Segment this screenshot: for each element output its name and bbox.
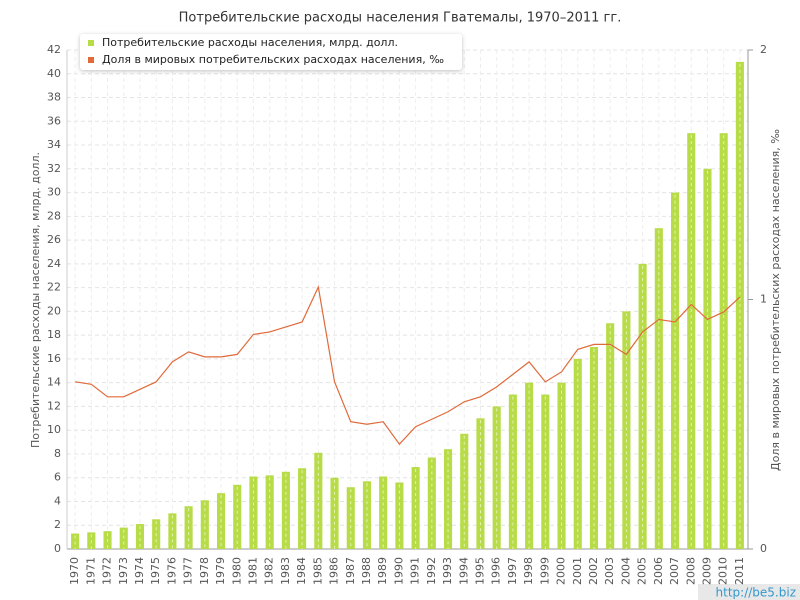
x-tick-label: 1985 [311, 557, 324, 585]
y-tick-label: 18 [47, 328, 61, 341]
y-tick-label: 22 [47, 281, 61, 294]
y-tick-label: 8 [54, 447, 61, 460]
x-tick-label: 2005 [636, 557, 649, 585]
bar [525, 382, 534, 549]
y-tick-label: 0 [54, 542, 61, 555]
bar [71, 533, 80, 549]
y-tick-label: 12 [47, 399, 61, 412]
bar [346, 487, 355, 549]
x-tick-label: 1970 [68, 557, 81, 585]
legend-swatch [88, 57, 94, 63]
y2-axis-label: Доля в мировых потребительских расходах … [769, 129, 782, 471]
x-tick-label: 1997 [506, 557, 519, 585]
y-tick-label: 36 [47, 114, 61, 127]
x-tick-label: 1982 [263, 557, 276, 585]
x-tick-label: 1987 [344, 557, 357, 585]
x-tick-label: 1979 [214, 557, 227, 585]
y-tick-label: 40 [47, 67, 61, 80]
bar [476, 418, 485, 549]
x-tick-label: 2010 [717, 557, 730, 585]
bar [200, 500, 209, 549]
x-tick-label: 1972 [101, 557, 114, 585]
x-tick-label: 2007 [668, 557, 681, 585]
y-tick-label: 4 [54, 494, 61, 507]
x-tick-label: 2009 [700, 557, 713, 585]
x-tick-label: 1996 [490, 557, 503, 585]
x-tick-label: 1986 [328, 557, 341, 585]
y-tick-label: 38 [47, 91, 61, 104]
x-tick-label: 1971 [84, 557, 97, 585]
bar [379, 476, 388, 549]
y-tick-label: 16 [47, 352, 61, 365]
x-tick-label: 1974 [133, 557, 146, 585]
x-tick-label: 1992 [425, 557, 438, 585]
bar [168, 513, 177, 549]
x-tick-label: 1993 [441, 557, 454, 585]
x-tick-label: 1998 [522, 557, 535, 585]
y-axis-label: Потребительские расходы населения, млрд.… [29, 152, 42, 448]
x-tick-label: 1994 [457, 557, 470, 585]
legend-label: Потребительские расходы населения, млрд.… [102, 36, 398, 49]
watermark-bg [698, 584, 800, 600]
bar [557, 382, 566, 549]
x-tick-label: 2011 [733, 557, 746, 585]
y2-tick-label: 2 [760, 43, 767, 56]
x-tick-label: 1984 [295, 557, 308, 585]
y-tick-label: 6 [54, 471, 61, 484]
x-tick-label: 1978 [198, 557, 211, 585]
bar [541, 394, 550, 549]
bar [573, 358, 582, 549]
x-tick-label: 1981 [246, 557, 259, 585]
x-tick-label: 1999 [538, 557, 551, 585]
y-tick-label: 32 [47, 162, 61, 175]
x-tick-label: 2000 [555, 557, 568, 585]
y2-tick-label: 0 [760, 542, 767, 555]
y-tick-label: 30 [47, 186, 61, 199]
x-tick-label: 1975 [149, 557, 162, 585]
line [75, 285, 741, 446]
x-tick-label: 1973 [117, 557, 130, 585]
x-tick-label: 1977 [182, 557, 195, 585]
bar [443, 449, 453, 549]
x-tick-label: 2004 [619, 557, 632, 585]
y-tick-label: 10 [47, 423, 61, 436]
x-tick-label: 2001 [571, 557, 584, 585]
bar [314, 452, 323, 549]
y-tick-label: 42 [47, 43, 61, 56]
y-tick-label: 2 [54, 518, 61, 531]
y-tick-label: 20 [47, 304, 61, 317]
bar [135, 524, 145, 549]
y-tick-label: 26 [47, 233, 61, 246]
x-tick-label: 2003 [603, 557, 616, 585]
x-tick-label: 1995 [473, 557, 486, 585]
legend-label: Доля в мировых потребительских расходах … [102, 53, 444, 66]
bar [330, 477, 339, 549]
x-tick-label: 2006 [652, 557, 665, 585]
x-tick-label: 2008 [684, 557, 697, 585]
x-tick-label: 1976 [165, 557, 178, 585]
plot-area [67, 50, 748, 549]
bar [249, 476, 258, 549]
y-tick-label: 14 [47, 376, 61, 389]
x-tick-label: 1990 [392, 557, 405, 585]
watermark: http://be5.biz [716, 586, 796, 600]
y2-tick-label: 1 [760, 293, 767, 306]
bar [492, 406, 501, 549]
x-tick-label: 1991 [409, 557, 422, 585]
y-tick-label: 24 [47, 257, 61, 270]
bar [508, 394, 517, 549]
x-tick-label: 2002 [587, 557, 600, 585]
legend-swatch [88, 40, 94, 46]
x-tick-label: 1988 [360, 557, 373, 585]
legend-box [80, 34, 462, 70]
x-tick-label: 1983 [279, 557, 292, 585]
x-tick-label: 1989 [376, 557, 389, 585]
chart-title: Потребительские расходы населения Гватем… [179, 11, 622, 26]
x-tick-label: 1980 [230, 557, 243, 585]
y-tick-label: 28 [47, 209, 61, 222]
y-tick-label: 34 [47, 138, 61, 151]
bar [265, 475, 274, 549]
